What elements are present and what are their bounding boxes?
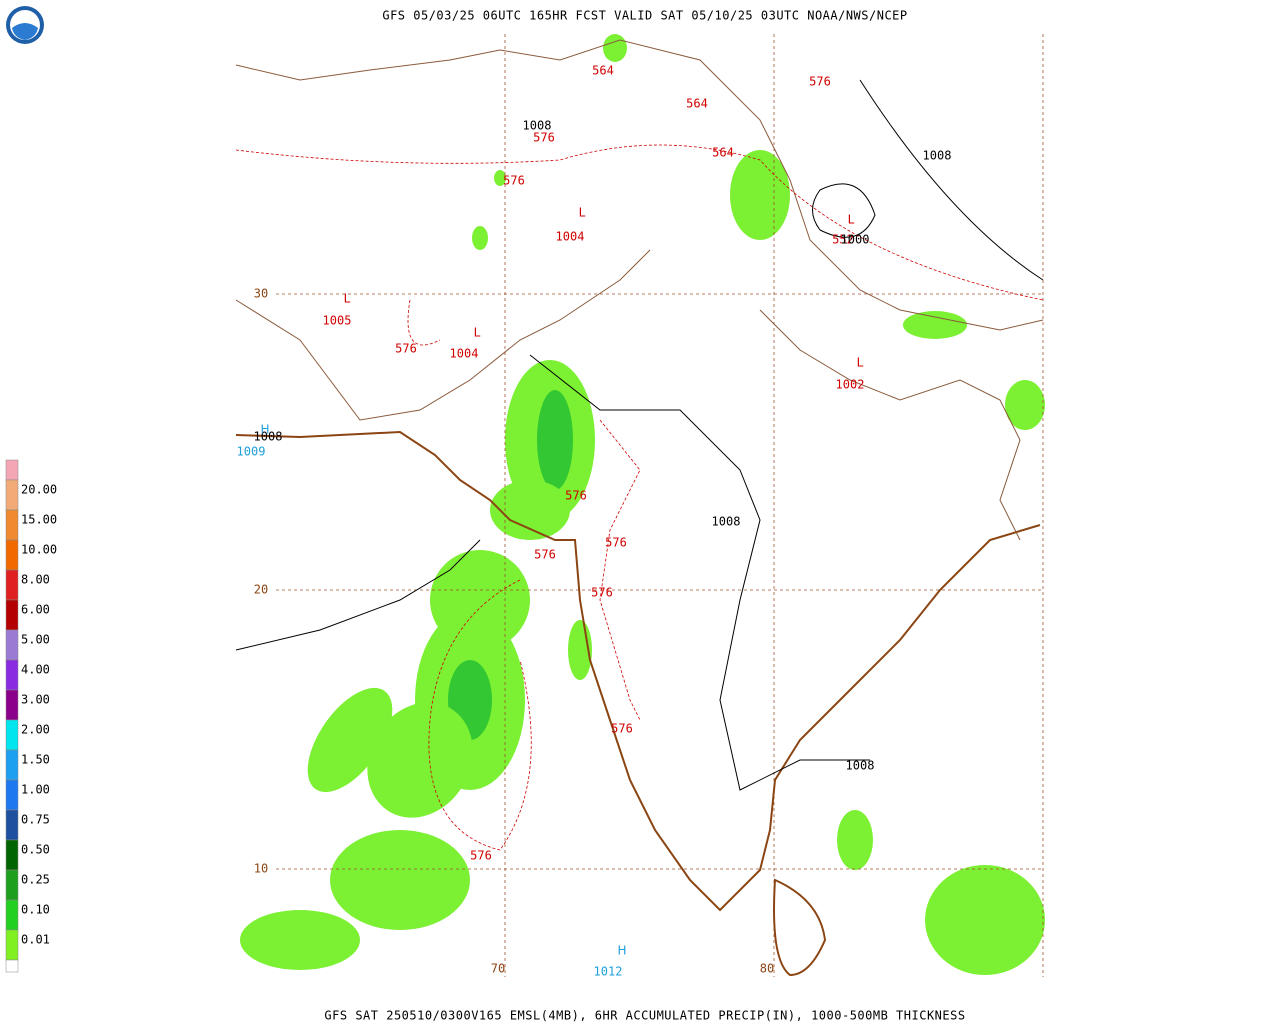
thickness-label: 576 bbox=[470, 849, 492, 863]
legend-swatch bbox=[5, 659, 19, 691]
thickness-label: 576 bbox=[591, 586, 613, 600]
legend-swatch bbox=[5, 839, 19, 871]
map-frame bbox=[235, 34, 1045, 977]
legend-label: 4.00 bbox=[21, 663, 50, 677]
legend-swatch bbox=[5, 749, 19, 781]
legend-label: 3.00 bbox=[21, 693, 50, 707]
low-symbol: L bbox=[848, 213, 855, 227]
isobar bbox=[235, 539, 481, 651]
legend-label: 1.00 bbox=[21, 783, 50, 797]
map-title: GFS 05/03/25 06UTC 165HR FCST VALID SAT … bbox=[382, 9, 907, 23]
map-labels: 30 20 10 70 80 564 576 564 576 564 576 576 576 576 576… bbox=[237, 64, 952, 979]
low-symbol: L bbox=[857, 356, 864, 370]
latitude-label: 30 bbox=[254, 287, 268, 301]
isobar-label: 1008 bbox=[523, 119, 552, 133]
low-pressure: 1005 bbox=[323, 314, 352, 328]
high-pressure: 1012 bbox=[594, 965, 623, 979]
border bbox=[235, 249, 651, 421]
thickness-line bbox=[599, 419, 641, 721]
legend-swatch bbox=[5, 539, 19, 571]
thickness-label: 552 bbox=[832, 233, 854, 247]
high-symbol: H bbox=[617, 944, 626, 958]
legend-label: 1.50 bbox=[21, 753, 50, 767]
low-pressure: 1002 bbox=[836, 378, 865, 392]
isobar-label: 1008 bbox=[712, 515, 741, 529]
border bbox=[759, 309, 1021, 541]
legend-swatch bbox=[5, 629, 19, 661]
thickness-label: 576 bbox=[605, 536, 627, 550]
thickness-label: 576 bbox=[809, 75, 831, 89]
latitude-label: 20 bbox=[254, 583, 268, 597]
noaa-logo bbox=[6, 6, 44, 44]
isobar bbox=[859, 79, 1044, 281]
thickness-label: 576 bbox=[533, 131, 555, 145]
thickness-label: 576 bbox=[565, 489, 587, 503]
legend-swatch bbox=[5, 459, 19, 481]
high-symbol: H bbox=[260, 423, 269, 437]
isobar bbox=[529, 354, 870, 791]
legend-label: 0.10 bbox=[21, 903, 50, 917]
legend-label: 10.00 bbox=[21, 543, 57, 557]
isobar-label: 1000 bbox=[841, 233, 870, 247]
thickness-line bbox=[407, 299, 532, 851]
low-symbol: L bbox=[474, 326, 481, 340]
legend-swatch bbox=[5, 719, 19, 751]
legend-swatch bbox=[5, 479, 19, 511]
longitude-label: 70 bbox=[491, 962, 505, 976]
coastline bbox=[773, 878, 827, 977]
legend-label: 0.75 bbox=[21, 813, 50, 827]
high-pressure: 1009 bbox=[237, 445, 266, 459]
isobar bbox=[812, 183, 876, 238]
thickness-line bbox=[235, 144, 1044, 301]
legend-swatch bbox=[5, 689, 19, 721]
low-symbol: L bbox=[344, 292, 351, 306]
latitude-label: 10 bbox=[254, 862, 268, 876]
legend-label: 8.00 bbox=[21, 573, 50, 587]
legend-label: 0.50 bbox=[21, 843, 50, 857]
legend-label: 6.00 bbox=[21, 603, 50, 617]
longitude-label: 80 bbox=[760, 962, 774, 976]
isobar-label: 1008 bbox=[254, 430, 283, 444]
legend-swatch bbox=[5, 959, 19, 973]
legend-label: 0.25 bbox=[21, 873, 50, 887]
thickness-label: 576 bbox=[611, 722, 633, 736]
low-pressure: 1004 bbox=[450, 347, 479, 361]
low-pressure: 1004 bbox=[556, 230, 585, 244]
border bbox=[235, 39, 1044, 331]
isobar-label: 1008 bbox=[923, 149, 952, 163]
precip-areas bbox=[240, 34, 1045, 975]
coastline bbox=[235, 430, 1041, 912]
legend-swatch bbox=[5, 779, 19, 811]
thickness-label: 564 bbox=[592, 64, 614, 78]
thickness-label: 564 bbox=[686, 97, 708, 111]
legend-swatch bbox=[5, 869, 19, 901]
legend-swatch bbox=[5, 899, 19, 931]
precip-legend: 20.00 15.00 10.00 8.00 6.00 5.00 4.00 3.00 2.00 1… bbox=[5, 459, 57, 973]
legend-label: 2.00 bbox=[21, 723, 50, 737]
thickness-label: 564 bbox=[712, 146, 734, 160]
legend-swatch bbox=[5, 599, 19, 631]
isobar-label: 1008 bbox=[846, 759, 875, 773]
map-footer: GFS SAT 250510/0300V165 EMSL(4MB), 6HR A… bbox=[324, 1009, 965, 1023]
thickness-label: 576 bbox=[395, 342, 417, 356]
thickness-label: 576 bbox=[503, 174, 525, 188]
legend-swatch bbox=[5, 569, 19, 601]
legend-label: 5.00 bbox=[21, 633, 50, 647]
legend-swatch bbox=[5, 809, 19, 841]
thickness-label: 576 bbox=[534, 548, 556, 562]
legend-swatch bbox=[5, 929, 19, 961]
low-symbol: L bbox=[579, 206, 586, 220]
legend-label: 20.00 bbox=[21, 483, 57, 497]
legend-label: 15.00 bbox=[21, 513, 57, 527]
legend-swatch bbox=[5, 509, 19, 541]
legend-label: 0.01 bbox=[21, 933, 50, 947]
